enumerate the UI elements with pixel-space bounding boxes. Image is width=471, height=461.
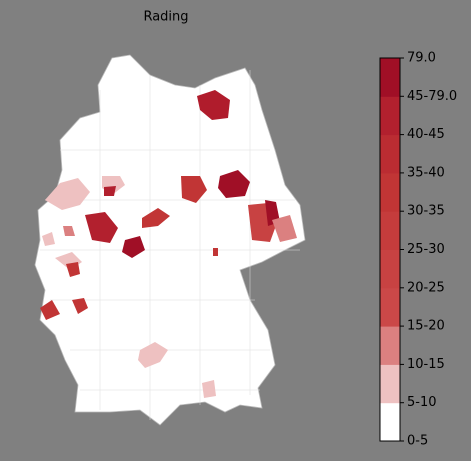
region bbox=[213, 248, 218, 256]
colorbar-label: 40-45 bbox=[407, 127, 445, 142]
colorbar-band bbox=[380, 364, 400, 404]
colorbar-band bbox=[380, 58, 400, 97]
colorbar-band bbox=[380, 96, 400, 136]
region bbox=[45, 178, 90, 210]
colorbar-band bbox=[380, 172, 400, 212]
colorbar-label: 15-20 bbox=[407, 319, 445, 334]
region bbox=[142, 208, 170, 228]
colorbar-band bbox=[380, 402, 400, 442]
region bbox=[72, 298, 88, 314]
region bbox=[40, 300, 60, 320]
colorbar-label: 30-35 bbox=[407, 204, 445, 219]
colorbar-band bbox=[380, 287, 400, 327]
colorbar-label: 45-79.0 bbox=[407, 89, 457, 104]
region bbox=[218, 170, 250, 198]
colorbar-band bbox=[380, 249, 400, 289]
colorbar-label: 10-15 bbox=[407, 357, 445, 372]
colorbar-band bbox=[380, 134, 400, 174]
region bbox=[66, 262, 80, 277]
colorbar-label: 35-40 bbox=[407, 165, 445, 180]
colorbar-label: 20-25 bbox=[407, 280, 445, 295]
colorbar-label: 0-5 bbox=[407, 434, 428, 449]
map-title: Rading bbox=[143, 10, 188, 25]
colorbar-label: 79.0 bbox=[407, 51, 436, 66]
region bbox=[104, 186, 116, 196]
region bbox=[85, 212, 118, 243]
colorbar-label: 25-30 bbox=[407, 242, 445, 257]
district-lines bbox=[40, 70, 300, 420]
region bbox=[197, 90, 230, 120]
region bbox=[42, 232, 55, 246]
region bbox=[122, 236, 145, 258]
region bbox=[272, 215, 297, 242]
region bbox=[138, 342, 168, 368]
colorbar-band bbox=[380, 326, 400, 365]
region bbox=[181, 176, 207, 203]
germany-map bbox=[34, 54, 306, 426]
colorbar-label: 5-10 bbox=[407, 395, 437, 410]
region bbox=[63, 226, 75, 236]
region bbox=[202, 380, 216, 398]
country-outline bbox=[34, 54, 306, 426]
colorbar-band bbox=[380, 211, 400, 250]
colorbar: 0-5 5-10 10-15 15-20 20-25 25-30 30-35 35-40 40-… bbox=[379, 51, 457, 449]
